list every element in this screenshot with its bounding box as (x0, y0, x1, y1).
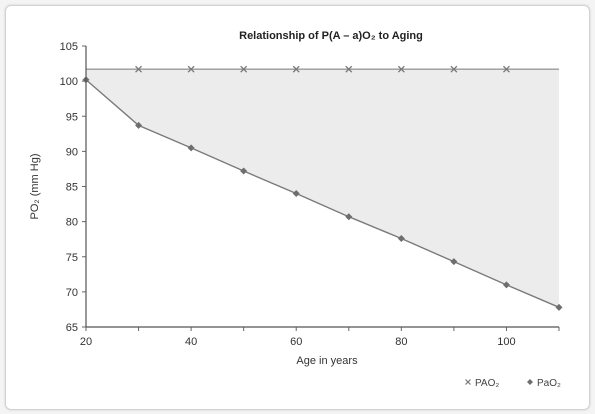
point-pao2-alveolar-50 (240, 65, 248, 73)
legend-label-pao2-arterial: PaO₂ (537, 378, 561, 389)
x-axis-label: Age in years (296, 355, 358, 367)
y-tick-label-65: 65 (66, 322, 78, 334)
point-pao2-arterial-60 (292, 190, 300, 198)
y-tick-label-95: 95 (66, 111, 78, 123)
point-pao2-alveolar-30 (135, 65, 143, 73)
x-tick-label-60: 60 (290, 336, 302, 348)
x-tick-label-20: 20 (80, 336, 92, 348)
y-axis-label: PO₂ (mm Hg) (29, 154, 41, 220)
chart-frame: Relationship of P(A – a)O₂ to Aging 65 70… (5, 5, 590, 410)
axes: 65 70 75 80 85 90 95 100 105 20 40 60 80 100 (60, 41, 560, 348)
x-tick-label-100: 100 (497, 336, 515, 348)
point-pao2-arterial-40 (187, 144, 195, 152)
legend-label-pao2-alveolar: PAO₂ (475, 378, 499, 389)
point-pao2-arterial-80 (397, 234, 405, 242)
shaded-gap-polygon (86, 69, 559, 308)
y-tick-label-105: 105 (60, 41, 78, 53)
point-pao2-alveolar-stroke-b (187, 65, 195, 73)
y-tick-label-90: 90 (66, 146, 78, 158)
point-pao2-alveolar-stroke-b (345, 65, 353, 73)
x-tick-label-40: 40 (185, 336, 197, 348)
point-pao2-arterial-30 (135, 121, 143, 129)
chart-svg: Relationship of P(A – a)O₂ to Aging 65 70… (29, 30, 563, 389)
point-pao2-arterial-70 (345, 213, 353, 221)
point-pao2-arterial-100 (502, 281, 510, 289)
y-tick-label-80: 80 (66, 217, 78, 229)
shaded-gap-area (86, 69, 559, 308)
legend-marker-pao2-arterial (527, 379, 533, 385)
point-pao2-arterial-50 (240, 167, 248, 175)
y-tick-label-75: 75 (66, 252, 78, 264)
point-pao2-alveolar-80 (397, 65, 405, 73)
y-tick-label-100: 100 (60, 76, 78, 88)
legend: PAO₂ PaO₂ (465, 378, 561, 389)
point-pao2-arterial-90 (450, 258, 458, 266)
point-pao2-alveolar-stroke-b (397, 65, 405, 73)
point-pao2-alveolar-60 (292, 65, 300, 73)
series-line-pao2-arterial (85, 79, 560, 308)
point-pao2-alveolar-stroke-b (240, 65, 248, 73)
point-pao2-alveolar-100 (502, 65, 510, 73)
x-tick-label-80: 80 (395, 336, 407, 348)
chart-title: Relationship of P(A – a)O₂ to Aging (239, 30, 423, 42)
point-pao2-alveolar-70 (345, 65, 353, 73)
series-layer (82, 65, 563, 311)
point-pao2-arterial-110 (555, 303, 563, 311)
y-tick-label-70: 70 (66, 287, 78, 299)
y-tick-label-85: 85 (66, 182, 78, 194)
legend-marker-pao2-alveolar-b (465, 379, 471, 385)
point-pao2-alveolar-90 (450, 65, 458, 73)
point-pao2-alveolar-stroke-b (292, 65, 300, 73)
point-pao2-alveolar-40 (187, 65, 195, 73)
point-pao2-alveolar-stroke-b (135, 65, 143, 73)
point-pao2-alveolar-stroke-b (502, 65, 510, 73)
point-pao2-alveolar-stroke-b (450, 65, 458, 73)
